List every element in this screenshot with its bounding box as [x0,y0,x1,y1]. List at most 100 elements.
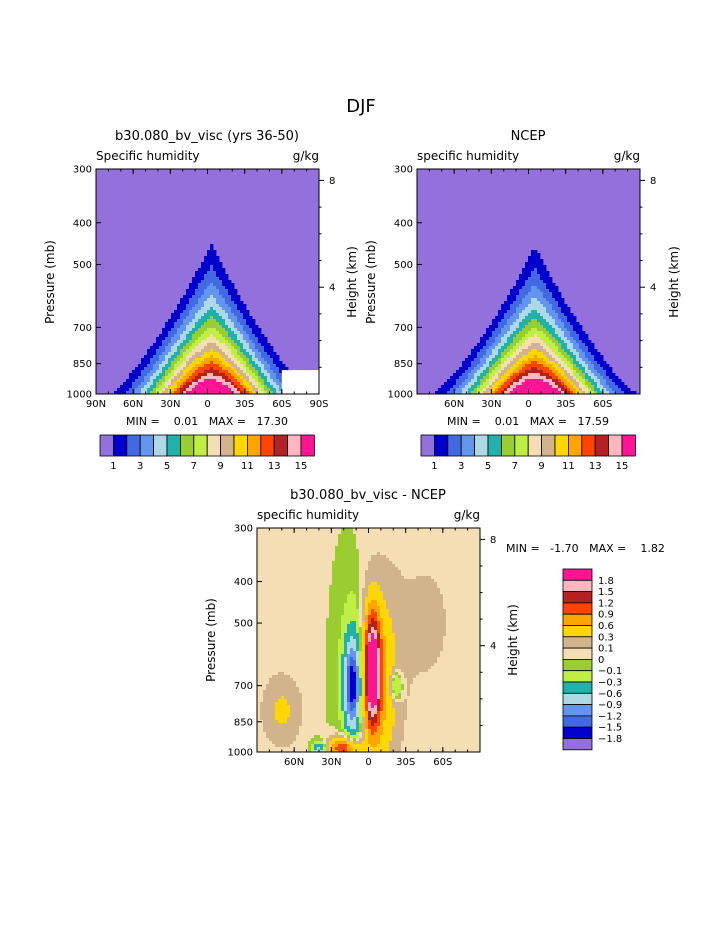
contour-cell [464,570,468,574]
contour-cell [588,355,592,359]
contour-cell [147,355,151,359]
contour-cell [252,373,256,377]
contour-cell [219,364,223,368]
contour-cell [428,591,432,595]
contour-cell [341,591,345,595]
contour-cell [293,585,297,589]
contour-cell [219,295,223,299]
contour-cell [356,576,360,580]
contour-cell [207,319,211,323]
contour-cell [507,322,511,326]
contour-cell [240,379,244,383]
contour-cell [498,367,502,371]
contour-cell [371,528,375,532]
contour-cell [555,358,559,362]
contour-cell [165,325,169,329]
contour-cell [504,391,508,394]
contour-cell [204,385,208,389]
contour-cell [476,579,480,583]
contour-cell [189,355,193,359]
contour-cell [449,555,453,559]
contour-cell [383,582,387,586]
contour-cell [603,382,607,386]
contour-cell [495,346,499,350]
contour-cell [609,373,613,377]
contour-cell [377,600,381,604]
contour-cell [543,367,547,371]
contour-cell [260,534,264,538]
contour-cell [189,307,193,311]
contour-cell [434,591,438,595]
contour-cell [522,355,526,359]
contour-cell [314,597,318,601]
contour-cell [204,271,208,275]
contour-cell [449,579,453,583]
contour-cell [180,379,184,383]
contour-cell [486,340,490,344]
contour-cell [395,537,399,541]
contour-cell [464,540,468,544]
contour-cell [201,337,205,341]
contour-cell [347,531,351,535]
contour-cell [177,376,181,380]
contour-cell [389,549,393,553]
contour-cell [192,334,196,338]
contour-cell [177,340,181,344]
contour-cell [311,567,315,571]
contour-cell [296,588,300,592]
contour-cell [216,385,220,389]
contour-cell [543,343,547,347]
contour-cell [443,549,447,553]
contour-cell [452,531,456,535]
model-variable-label: Specific humidity [96,149,200,163]
contour-cell [278,573,282,577]
contour-cell [458,546,462,550]
contour-cell [240,361,244,365]
contour-cell [507,352,511,356]
contour-cell [216,358,220,362]
contour-cell [237,325,241,329]
contour-cell [332,591,336,595]
contour-cell [398,531,402,535]
contour-cell [525,337,529,341]
contour-cell [255,385,259,389]
contour-cell [525,301,529,305]
contour-cell [186,313,190,317]
contour-cell [600,367,604,371]
contour-cell [192,289,196,293]
contour-cell [459,388,463,392]
contour-cell [168,343,172,347]
contour-cell [260,576,264,580]
contour-cell [419,534,423,538]
contour-cell [168,319,172,323]
colorbar-label: 5 [164,461,170,472]
contour-cell [422,588,426,592]
contour-cell [228,283,232,287]
contour-cell [453,391,457,394]
contour-cell [237,298,241,302]
contour-cell [269,594,273,598]
contour-cell [264,352,268,356]
contour-cell [266,543,270,547]
contour-cell [213,259,217,263]
contour-cell [347,564,351,568]
contour-cell [558,319,562,323]
contour-cell [555,346,559,350]
contour-cell [129,382,133,386]
contour-cell [267,343,271,347]
contour-cell [416,552,420,556]
contour-cell [311,573,315,577]
contour-cell [461,528,465,532]
contour-cell [186,328,190,332]
contour-cell [198,376,202,380]
contour-cell [240,310,244,314]
contour-cell [476,561,480,565]
contour-cell [326,540,330,544]
contour-cell [216,391,220,394]
contour-cell [483,358,487,362]
contour-cell [392,564,396,568]
contour-cell [395,582,399,586]
contour-cell [275,540,279,544]
contour-cell [404,594,408,598]
contour-cell [401,588,405,592]
